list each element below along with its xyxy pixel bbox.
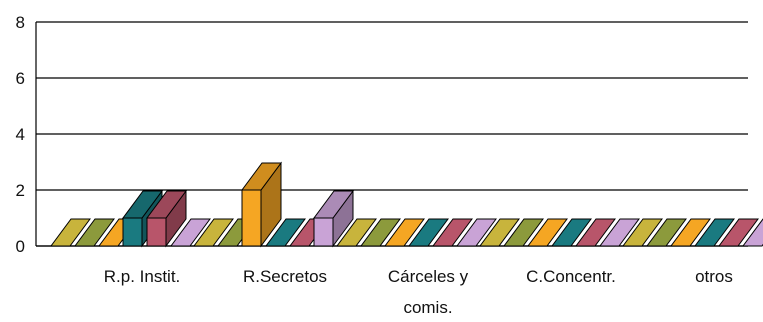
bar <box>170 218 211 247</box>
bar-floor <box>456 218 497 247</box>
bar-floor <box>742 218 763 247</box>
bar <box>408 218 449 247</box>
bar <box>193 218 234 247</box>
bar-floor <box>622 218 663 247</box>
bar-floor <box>336 218 377 247</box>
bar <box>360 218 401 247</box>
x-category-label: Cárceles y <box>388 267 469 286</box>
bar <box>432 218 473 247</box>
y-tick-label: 8 <box>16 13 25 32</box>
bar-floor <box>265 218 306 247</box>
bar <box>265 218 306 247</box>
bar <box>742 218 763 247</box>
bar-floor <box>479 218 520 247</box>
y-tick-label: 0 <box>16 237 25 256</box>
bar <box>670 218 711 247</box>
bar <box>694 218 735 247</box>
bar <box>527 218 568 247</box>
x-category-label: R.p. Instit. <box>104 267 181 286</box>
bar <box>718 218 759 247</box>
x-category-labels: R.p. Instit. R.Secretos Cárceles y comis. C.… <box>104 267 733 317</box>
bar <box>622 218 663 247</box>
bar <box>599 218 640 247</box>
bar <box>384 218 425 247</box>
y-tick-label: 4 <box>16 125 25 144</box>
bar <box>241 161 282 248</box>
bar-floor <box>384 218 425 247</box>
bar <box>456 218 497 247</box>
bar <box>146 189 187 248</box>
x-category-label: C.Concentr. <box>526 267 616 286</box>
bar-floor <box>503 218 544 247</box>
bar-front <box>241 189 262 247</box>
bar-floor <box>646 218 687 247</box>
bar-floor <box>432 218 473 247</box>
bar <box>551 218 592 247</box>
bar-floor <box>575 218 616 247</box>
bar <box>479 218 520 247</box>
bar-floor <box>718 218 759 247</box>
bars <box>50 161 763 248</box>
bar-floor <box>551 218 592 247</box>
bar <box>50 218 91 247</box>
bar <box>336 218 377 247</box>
y-tick-label: 6 <box>16 69 25 88</box>
bar-floor <box>170 218 211 247</box>
y-tick-labels: 0 2 4 6 8 <box>16 13 25 256</box>
bar <box>646 218 687 247</box>
bar <box>575 218 616 247</box>
bar-floor <box>50 218 91 247</box>
bar-floor <box>193 218 234 247</box>
bar <box>313 189 354 248</box>
x-category-label: otros <box>695 267 733 286</box>
bar-front <box>313 217 334 247</box>
bar-floor <box>360 218 401 247</box>
x-category-label: R.Secretos <box>243 267 327 286</box>
bar-floor <box>599 218 640 247</box>
bar-floor <box>74 218 115 247</box>
bar <box>74 218 115 247</box>
bar-floor <box>694 218 735 247</box>
bar <box>503 218 544 247</box>
bar-floor <box>527 218 568 247</box>
y-tick-label: 2 <box>16 181 25 200</box>
bar-floor <box>408 218 449 247</box>
bar-front <box>146 217 167 247</box>
bar-floor <box>670 218 711 247</box>
bar-front <box>122 217 143 247</box>
x-category-label: comis. <box>403 298 452 317</box>
